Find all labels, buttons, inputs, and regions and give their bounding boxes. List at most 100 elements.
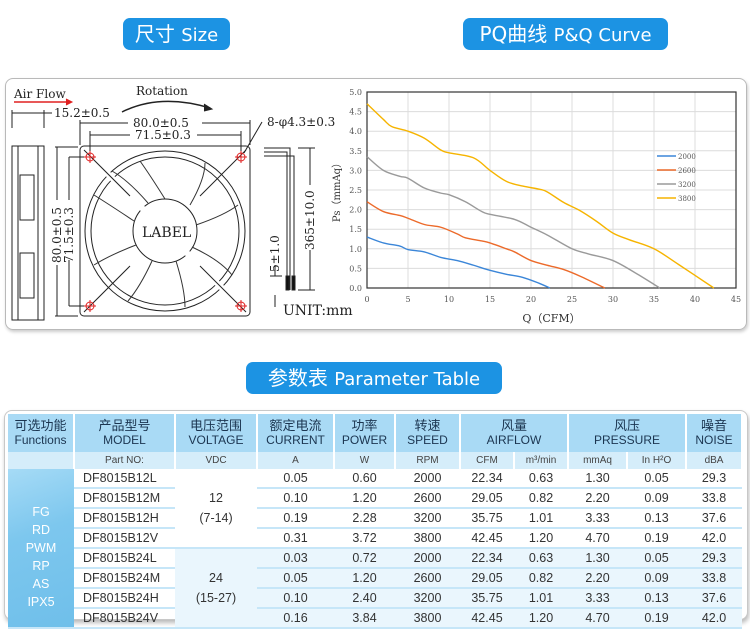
unit-cell: CFM (460, 452, 515, 469)
header-model: 产品型号 MODEL (74, 414, 176, 452)
legend-label-3200: 3200 (678, 181, 696, 189)
value-cell: 2.40 (334, 588, 395, 609)
value-cell: 1.20 (334, 568, 395, 589)
header-functions-en: Functions (14, 433, 67, 447)
pq-curve-chart: 0 5 10 15 20 25 30 35 40 45 0.0 0.5 1.0 1.5 2.0 2.5 3.0 3… (331, 88, 741, 325)
voltage-range: (15-27) (195, 591, 237, 605)
value-cell: 0.13 (627, 588, 687, 609)
header-noise: 噪音 NOISE (686, 414, 744, 452)
value-cell: 0.19 (257, 508, 334, 529)
value-cell: 35.75 (460, 508, 514, 529)
x-tick-label: 25 (567, 295, 577, 304)
y-tick-label: 1.0 (349, 245, 362, 254)
voltage-cell: 12 (7-14) (175, 469, 257, 549)
header-power-zh: 功率 (351, 418, 378, 433)
value-cell: 1.20 (334, 488, 395, 509)
x-tick-label: 30 (608, 295, 618, 304)
value-cell: 0.16 (257, 608, 334, 629)
units-blank (8, 452, 75, 469)
unit-cell: RPM (395, 452, 461, 469)
plot-frame (366, 91, 737, 289)
model-cell: DF8015B12H (74, 508, 175, 529)
hole-dimension: 8-φ4.3±0.3 (267, 115, 335, 129)
value-cell: 0.13 (627, 508, 687, 529)
function-item: PWM (25, 541, 57, 555)
header-noise-en: NOISE (695, 433, 733, 447)
table-row: DF8015B12H 0.19 2.28 3200 35.75 1.01 3.33 0.13 3… (8, 508, 743, 529)
value-cell: 3800 (395, 528, 460, 549)
x-tick-label: 15 (485, 295, 495, 304)
header-speed: 转速 SPEED (395, 414, 461, 452)
header-noise-zh: 噪音 (701, 418, 728, 433)
value-cell: 2000 (395, 548, 460, 569)
value-cell: 0.60 (334, 469, 395, 489)
header-current: 额定电流 CURRENT (257, 414, 335, 452)
value-cell: 42.45 (460, 608, 514, 629)
value-cell: 42.45 (460, 528, 514, 549)
value-cell: 0.82 (514, 568, 569, 589)
unit-cell: W (334, 452, 396, 469)
value-cell: 0.09 (627, 568, 687, 589)
value-cell: 3.33 (568, 588, 628, 609)
header-voltage-en: VOLTAGE (188, 433, 244, 447)
legend-label-3800: 3800 (678, 195, 696, 203)
series-line-2600 (366, 201, 606, 289)
value-cell: 2.28 (334, 508, 395, 529)
value-cell: 3200 (395, 508, 460, 529)
value-cell: 3800 (395, 608, 460, 629)
model-cell: DF8015B12L (74, 469, 175, 489)
x-tick-label: 0 (364, 295, 369, 304)
value-cell: 1.20 (514, 608, 569, 629)
value-cell: 1.30 (568, 548, 628, 569)
value-cell: 2600 (395, 488, 460, 509)
value-cell: 29.05 (460, 568, 514, 589)
header-model-zh: 产品型号 (98, 418, 151, 433)
pq-title-zh: PQ曲线 (479, 22, 548, 46)
width-inner-dimension: 71.5±0.3 (135, 128, 191, 142)
header-model-en: MODEL (103, 433, 146, 447)
voltage-range: (7-14) (199, 511, 233, 525)
unit-cell: Part NO: (74, 452, 176, 469)
y-tick-label: 4.0 (349, 127, 362, 136)
x-tick-label: 10 (444, 295, 454, 304)
lead-length-dimension: 365±10.0 (303, 190, 317, 250)
value-cell: 3200 (395, 588, 460, 609)
y-tick-label: 5.0 (349, 88, 362, 97)
unit-label: UNIT:mm (283, 303, 353, 319)
value-cell: 2000 (395, 469, 460, 489)
value-cell: 0.10 (257, 488, 334, 509)
unit-cell: In H²O (627, 452, 688, 469)
unit-cell: m³/min (514, 452, 570, 469)
function-item: RD (31, 523, 51, 537)
voltage-nominal: 12 (209, 491, 223, 505)
table-row: DF8015B12V 0.31 3.72 3800 42.45 1.20 4.70 0.19 4… (8, 528, 743, 549)
model-cell: DF8015B24H (74, 588, 175, 609)
height-outer-dimension: 80.0±0.5 (50, 207, 64, 263)
header-voltage: 电压范围 VOLTAGE (175, 414, 258, 452)
model-cell: DF8015B12M (74, 488, 175, 509)
fan-label-text: LABEL (142, 225, 191, 241)
x-tick-label: 20 (526, 295, 536, 304)
value-cell: 22.34 (460, 548, 514, 569)
value-cell: 42.0 (686, 528, 743, 549)
header-speed-en: SPEED (407, 433, 448, 447)
header-pressure-zh: 风压 (614, 418, 641, 433)
pq-title: PQ曲线 P&Q Curve (463, 18, 668, 50)
width-outer-dimension: 80.0±0.5 (133, 116, 189, 130)
table-title-en: Parameter Table (334, 369, 481, 390)
unit-cell: VDC (175, 452, 258, 469)
value-cell: 33.8 (686, 488, 743, 509)
value-cell: 0.05 (627, 548, 687, 569)
table-row: DF8015B24M 0.05 1.20 2600 29.05 0.82 2.20 0.09 3… (8, 568, 743, 589)
size-title: 尺寸 Size (123, 18, 230, 50)
header-voltage-zh: 电压范围 (189, 418, 242, 433)
y-tick-label: 1.5 (349, 225, 362, 234)
parameter-table: 可选功能 Functions 产品型号 MODEL 电压范围 VOLTAGE 额定电流 CUR… (8, 414, 744, 629)
unit-cell: dBA (686, 452, 744, 469)
header-power: 功率 POWER (334, 414, 396, 452)
air-flow-label: Air Flow (13, 87, 66, 101)
model-cell: DF8015B24V (74, 608, 175, 629)
x-tick-label: 45 (731, 295, 741, 304)
header-airflow: 风量 AIRFLOW (460, 414, 570, 452)
value-cell: 1.01 (514, 588, 569, 609)
